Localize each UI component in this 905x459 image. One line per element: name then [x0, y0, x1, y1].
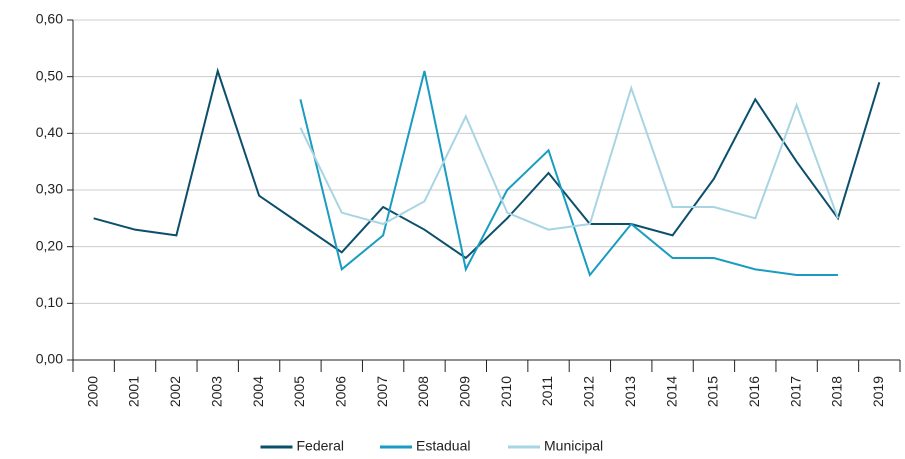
x-tick-label: 2001: [126, 376, 142, 407]
x-tick-label: 2012: [581, 376, 597, 407]
y-tick-label: 0,60: [36, 11, 63, 27]
x-tick-label: 2000: [84, 376, 100, 407]
x-tick-label: 2007: [374, 376, 390, 407]
legend-label: Estadual: [416, 438, 470, 454]
series-line: [299, 70, 838, 278]
series-line: [93, 67, 881, 260]
x-tick-label: 2009: [457, 376, 473, 407]
x-tick-label: 2008: [415, 376, 431, 407]
x-tick-label: 2013: [622, 376, 638, 407]
y-tick-label: 0,50: [36, 67, 63, 83]
x-tick-label: 2014: [663, 376, 679, 407]
x-tick-label: 2005: [291, 376, 307, 407]
x-tick-label: 2016: [746, 376, 762, 407]
legend-label: Federal: [297, 438, 344, 454]
x-tick-label: 2018: [829, 376, 845, 407]
x-tick-label: 2011: [539, 376, 555, 406]
y-tick-label: 0,10: [36, 294, 63, 310]
x-tick-label: 2010: [498, 376, 514, 407]
y-tick-label: 0,00: [36, 351, 63, 367]
x-tick-label: 2015: [705, 376, 721, 407]
x-tick-label: 2002: [167, 376, 183, 407]
y-tick-label: 0,20: [36, 237, 63, 253]
y-tick-label: 0,30: [36, 181, 63, 197]
x-tick-label: 2003: [208, 376, 224, 407]
y-tick-label: 0,40: [36, 124, 63, 140]
x-tick-label: 2006: [332, 376, 348, 407]
x-tick-label: 2017: [787, 376, 803, 407]
x-tick-label: 2019: [870, 376, 886, 407]
series-line: [299, 84, 839, 231]
x-tick-label: 2004: [250, 376, 266, 407]
legend-label: Municipal: [544, 438, 603, 454]
